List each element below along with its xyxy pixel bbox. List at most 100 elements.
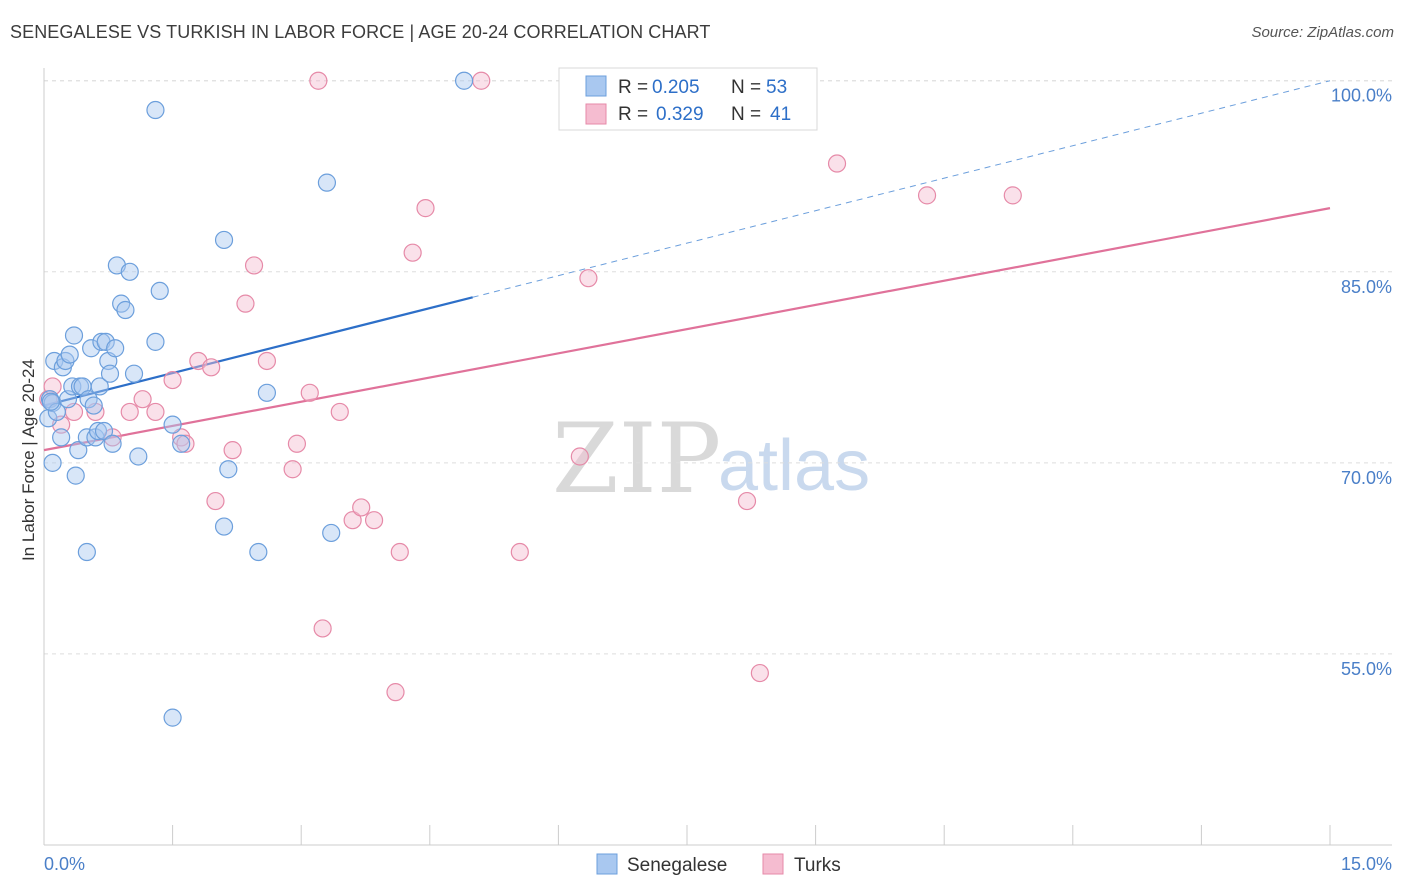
point-turks bbox=[257, 351, 277, 371]
bottom-legend-label-turks: Turks bbox=[794, 855, 841, 876]
point-senegalese bbox=[322, 523, 341, 543]
point-turks bbox=[206, 491, 225, 511]
point-turks bbox=[343, 511, 362, 530]
point-senegalese bbox=[219, 460, 238, 479]
point-turks bbox=[146, 402, 165, 422]
point-senegalese bbox=[84, 396, 103, 415]
point-turks bbox=[283, 460, 302, 479]
legend-r-label-turks: R = bbox=[618, 104, 648, 125]
point-turks bbox=[1003, 186, 1022, 205]
watermark-zip: ZIP bbox=[552, 403, 721, 515]
legend-swatch-senegalese bbox=[585, 75, 607, 97]
point-senegalese bbox=[214, 230, 234, 250]
trend-lines bbox=[43, 80, 1331, 452]
point-senegalese bbox=[96, 332, 115, 351]
series-senegalese-points bbox=[39, 71, 474, 727]
point-senegalese bbox=[52, 428, 71, 447]
point-turks bbox=[917, 186, 937, 205]
bottom-legend-swatch-senegalese bbox=[596, 853, 618, 875]
source-label: Source: ZipAtlas.com bbox=[1251, 24, 1394, 41]
point-senegalese bbox=[43, 453, 62, 472]
point-turks bbox=[244, 256, 264, 275]
trend-line-senegalese bbox=[43, 296, 473, 407]
point-senegalese bbox=[129, 447, 148, 466]
legend-n-value-turks: 41 bbox=[770, 104, 791, 125]
point-turks bbox=[120, 402, 139, 422]
point-turks bbox=[364, 511, 384, 530]
legend-n-label-senegalese: N = bbox=[731, 77, 761, 98]
point-senegalese bbox=[106, 339, 125, 358]
point-turks bbox=[570, 447, 589, 466]
point-senegalese bbox=[103, 434, 122, 453]
y-tick-label: 55.0% bbox=[1341, 659, 1392, 679]
axes bbox=[43, 68, 1392, 846]
legend-r-value-turks: 0.329 bbox=[656, 104, 704, 125]
series-legend: Senegalese Turks bbox=[596, 853, 841, 876]
point-senegalese bbox=[77, 542, 96, 562]
point-turks bbox=[579, 269, 598, 288]
point-senegalese bbox=[214, 517, 234, 536]
point-senegalese bbox=[47, 402, 66, 422]
point-senegalese bbox=[90, 377, 109, 396]
point-turks bbox=[416, 199, 435, 218]
point-senegalese bbox=[146, 332, 165, 351]
point-turks bbox=[202, 358, 221, 377]
point-turks bbox=[133, 390, 152, 409]
legend-r-value-senegalese: 0.205 bbox=[652, 77, 700, 98]
point-senegalese bbox=[124, 364, 144, 383]
legend-swatch-turks bbox=[585, 103, 607, 125]
y-tick-label: 100.0% bbox=[1331, 86, 1392, 106]
point-senegalese bbox=[317, 173, 337, 192]
point-senegalese bbox=[146, 100, 165, 120]
point-senegalese bbox=[116, 300, 135, 320]
point-turks bbox=[750, 663, 769, 683]
point-senegalese bbox=[69, 441, 88, 460]
point-turks bbox=[223, 441, 242, 460]
point-senegalese bbox=[163, 415, 182, 434]
legend-n-value-senegalese: 53 bbox=[766, 77, 787, 98]
point-senegalese bbox=[150, 281, 169, 301]
point-turks bbox=[510, 542, 529, 562]
point-turks bbox=[313, 619, 332, 638]
point-turks bbox=[472, 71, 491, 90]
point-turks bbox=[236, 294, 255, 313]
y-tick-labels: 55.0% 70.0% 85.0% 100.0% bbox=[1331, 86, 1392, 679]
point-turks bbox=[330, 402, 349, 422]
point-turks bbox=[827, 154, 847, 173]
point-turks bbox=[287, 434, 307, 453]
point-senegalese bbox=[66, 466, 85, 485]
point-senegalese bbox=[60, 345, 79, 364]
point-senegalese bbox=[100, 364, 120, 383]
point-senegalese bbox=[454, 71, 474, 90]
point-turks bbox=[163, 370, 182, 390]
point-senegalese bbox=[163, 708, 182, 727]
point-senegalese bbox=[88, 421, 108, 441]
point-senegalese bbox=[41, 392, 60, 411]
grid-lines bbox=[44, 80, 1392, 655]
legend-r-label-senegalese: R = bbox=[618, 77, 648, 98]
point-senegalese bbox=[64, 326, 84, 345]
x-tick-label-max: 15.0% bbox=[1341, 854, 1392, 874]
point-turks bbox=[386, 683, 405, 702]
point-turks bbox=[390, 542, 409, 562]
chart-title: SENEGALESE VS TURKISH IN LABOR FORCE | A… bbox=[10, 22, 711, 42]
point-senegalese bbox=[63, 377, 82, 396]
y-axis-label: In Labor Force | Age 20-24 bbox=[19, 359, 38, 561]
point-turks bbox=[352, 498, 371, 517]
y-tick-label: 85.0% bbox=[1341, 277, 1392, 297]
point-senegalese bbox=[172, 434, 191, 453]
point-senegalese bbox=[94, 421, 114, 441]
bottom-legend-label-senegalese: Senegalese bbox=[627, 855, 727, 876]
x-tick-label-min: 0.0% bbox=[44, 854, 85, 874]
point-turks bbox=[403, 243, 422, 262]
y-tick-label: 70.0% bbox=[1341, 468, 1392, 488]
point-senegalese bbox=[120, 262, 139, 281]
legend-n-label-turks: N = bbox=[731, 104, 761, 125]
x-tick-marks bbox=[43, 825, 1331, 845]
point-senegalese bbox=[257, 383, 277, 402]
bottom-legend-swatch-turks bbox=[762, 853, 784, 875]
point-turks bbox=[176, 434, 195, 453]
point-turks bbox=[300, 383, 319, 402]
stats-legend: R = 0.205 N = 53 R = 0.329 N = 41 bbox=[558, 67, 818, 131]
